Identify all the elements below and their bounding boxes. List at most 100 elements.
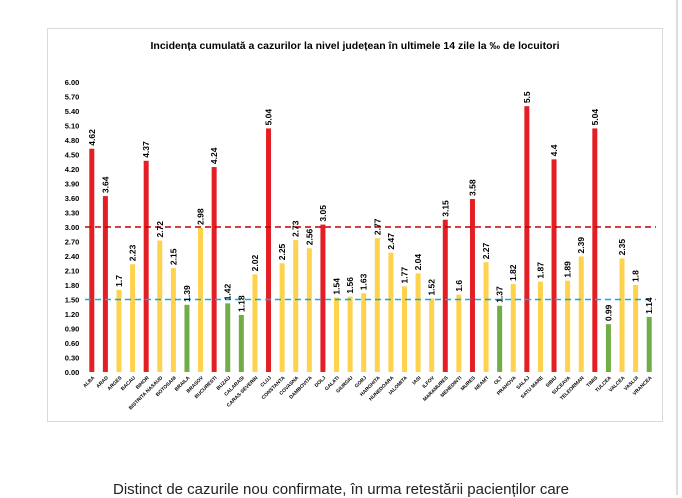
bar-caras-severin: [252, 274, 258, 372]
bar-neamt: [483, 262, 489, 372]
y-tick-label-12: 3.60: [65, 194, 80, 203]
value-label-37: 5.04: [590, 109, 600, 126]
y-tick-label-3: 0.90: [65, 325, 80, 334]
bar-vrancea: [646, 316, 652, 372]
category-label-29: NEAMT: [474, 375, 491, 392]
bar-mures: [469, 198, 475, 372]
value-label-27: 1.6: [454, 280, 464, 292]
value-label-40: 1.8: [631, 270, 641, 282]
chart-frame: Incidența cumulată a cazurilor la nivel …: [47, 28, 663, 422]
value-label-29: 2.27: [481, 242, 491, 259]
threshold-lines: [85, 226, 656, 301]
bar-dolj: [320, 224, 326, 372]
bar-ilfov: [429, 298, 435, 372]
y-tick-label-15: 4.50: [65, 151, 80, 160]
category-label-30: OLT: [493, 375, 504, 386]
value-label-8: 2.98: [196, 208, 206, 225]
bar-bihor: [143, 160, 149, 372]
bar-tulcea: [605, 324, 611, 372]
value-label-33: 1.87: [535, 262, 545, 279]
value-label-14: 2.25: [277, 243, 287, 260]
bar-alba: [89, 148, 95, 372]
value-label-16: 2.56: [304, 228, 314, 245]
page-edge-divider: [676, 0, 678, 495]
y-tick-label-14: 4.20: [65, 165, 80, 174]
bar-constanta: [279, 263, 285, 372]
bar-braila: [184, 304, 190, 372]
bar-valcea: [619, 258, 625, 372]
value-label-32: 5.5: [522, 91, 532, 103]
y-tick-label-2: 0.60: [65, 339, 80, 348]
bar-vaslui: [633, 285, 639, 372]
y-tick-label-13: 3.90: [65, 180, 80, 189]
value-label-31: 1.82: [508, 264, 518, 281]
y-tick-label-16: 4.80: [65, 136, 80, 145]
bar-harghita: [374, 238, 380, 372]
bar-buzau: [225, 303, 231, 372]
y-tick-label-19: 5.70: [65, 93, 80, 102]
bar-arges: [116, 289, 122, 372]
y-tick-label-10: 3.00: [65, 223, 80, 232]
value-label-25: 1.52: [427, 279, 437, 296]
y-tick-label-9: 2.70: [65, 238, 80, 247]
value-label-13: 5.04: [264, 109, 274, 126]
bar-mehedinti: [456, 294, 462, 372]
bar-cluj: [266, 128, 272, 372]
bar-teleorman: [578, 256, 584, 372]
value-label-1: 3.64: [100, 176, 110, 193]
value-label-30: 1.37: [495, 286, 505, 303]
value-label-21: 2.77: [372, 218, 382, 235]
bar-maramures: [442, 219, 448, 372]
value-label-41: 1.14: [644, 297, 654, 314]
y-axis: 0.00 0.30 0.60 0.90 1.20 1.50 1.80 2.10 2.40 2.70…: [65, 78, 80, 377]
value-label-2: 1.7: [114, 275, 124, 287]
value-label-26: 3.15: [440, 200, 450, 217]
value-label-18: 1.54: [332, 278, 342, 295]
bar-olt: [497, 305, 503, 372]
y-tick-label-8: 2.40: [65, 252, 80, 261]
bar-arad: [102, 196, 108, 372]
bar-covasna: [293, 240, 299, 372]
value-label-34: 4.4: [549, 144, 559, 156]
value-label-0: 4.62: [87, 129, 97, 146]
category-label-24: IASI: [411, 375, 423, 387]
value-label-36: 2.39: [576, 237, 586, 254]
value-label-5: 2.72: [155, 221, 165, 238]
y-tick-label-17: 5.10: [65, 122, 80, 131]
value-label-7: 1.39: [182, 285, 192, 302]
incidence-bar-chart: Incidența cumulată a cazurilor la nivel …: [65, 40, 656, 412]
bar-galati: [334, 297, 340, 372]
value-label-19: 1.56: [345, 277, 355, 294]
value-label-20: 1.63: [359, 273, 369, 290]
value-label-17: 3.05: [318, 205, 328, 222]
value-label-24: 2.04: [413, 254, 423, 271]
article-caption: Distinct de cazurile nou confirmate, în …: [112, 481, 570, 498]
y-tick-label-11: 3.30: [65, 209, 80, 218]
value-label-6: 2.15: [168, 248, 178, 265]
bar-ialomita: [401, 286, 407, 372]
chart-title: Incidența cumulată a cazurilor la nivel …: [150, 40, 559, 52]
bar-satu-mare: [537, 281, 543, 372]
bar-gorj: [361, 293, 367, 372]
value-label-3: 2.23: [128, 244, 138, 261]
value-label-11: 1.18: [236, 295, 246, 312]
value-label-23: 1.77: [399, 267, 409, 284]
category-label-3: BACAU: [120, 375, 137, 392]
bars-group: [89, 106, 652, 373]
y-tick-label-4: 1.20: [65, 310, 80, 319]
value-label-38: 0.99: [603, 304, 613, 321]
value-label-15: 2.73: [291, 220, 301, 237]
bar-sibiu: [551, 159, 557, 372]
value-labels-group: 4.62 3.64 1.7 2.23 4.37 2.722.15 1.39 2.98 4.24 1…: [87, 91, 654, 321]
bar-calarasi: [238, 314, 244, 372]
value-label-39: 2.35: [617, 239, 627, 256]
value-label-10: 1.42: [223, 284, 233, 301]
bar-botosani: [170, 268, 176, 372]
bar-suceava: [565, 280, 571, 372]
y-tick-label-18: 5.40: [65, 107, 80, 116]
bar-prahova: [510, 284, 516, 372]
y-tick-label-20: 6.00: [65, 78, 80, 87]
bar-timis: [592, 128, 598, 372]
bar-giurgiu: [347, 296, 353, 372]
